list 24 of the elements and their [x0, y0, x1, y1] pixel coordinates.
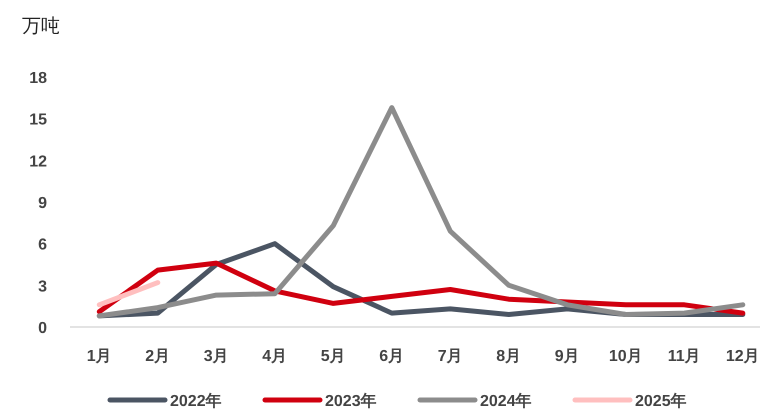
x-tick-label: 10月 [608, 348, 643, 365]
legend-label: 2023年 [325, 392, 377, 410]
x-tick-label: 7月 [438, 348, 463, 365]
y-tick-label: 3 [38, 278, 48, 296]
y-tick-label: 18 [29, 70, 48, 87]
y-tick-label: 12 [29, 153, 48, 170]
x-tick-label: 2月 [145, 348, 170, 365]
x-tick-label: 1月 [86, 348, 112, 365]
x-tick-label: 11月 [668, 348, 701, 365]
legend-label: 2025年 [635, 392, 687, 410]
x-tick-label: 3月 [204, 348, 229, 365]
x-tick-label: 8月 [496, 348, 522, 365]
y-tick-label: 9 [38, 195, 48, 212]
x-tick-label: 6月 [379, 348, 404, 365]
legend-label: 2022年 [170, 392, 222, 410]
x-tick-label: 4月 [262, 348, 288, 365]
y-axis-title: 万吨 [22, 16, 60, 37]
x-tick-label: 9月 [554, 348, 580, 365]
legend-label: 2024年 [480, 392, 532, 410]
y-tick-label: 15 [29, 112, 48, 129]
y-tick-label: 6 [38, 236, 48, 254]
y-tick-label: 0 [38, 320, 48, 337]
x-tick-label: 5月 [320, 348, 346, 365]
x-tick-label: 12月 [726, 348, 760, 365]
